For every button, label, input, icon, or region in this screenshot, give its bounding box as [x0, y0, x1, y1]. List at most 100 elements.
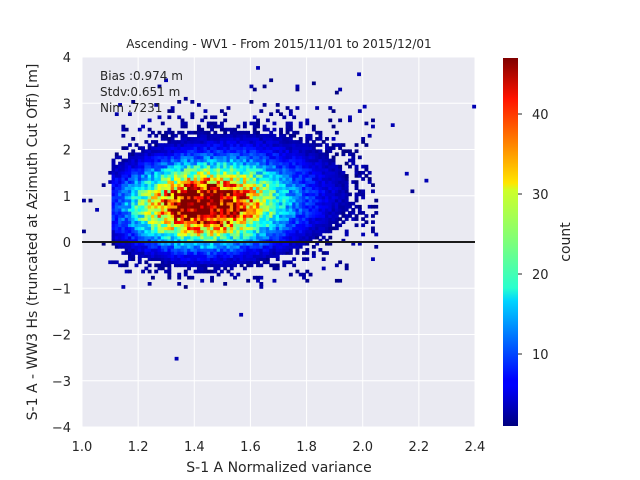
heatmap-cell: [331, 189, 336, 194]
heatmap-cell: [160, 232, 165, 237]
heatmap-cell: [160, 204, 165, 209]
heatmap-cell: [157, 198, 162, 203]
heatmap-cell: [154, 232, 159, 237]
heatmap-cell: [203, 183, 208, 187]
heatmap-cell: [180, 204, 185, 209]
heatmap-cell: [242, 266, 247, 271]
heatmap-cell: [367, 177, 372, 181]
heatmap-cell: [187, 217, 191, 221]
heatmap-cell: [256, 124, 260, 129]
heatmap-cell: [127, 164, 132, 169]
heatmap-cell: [236, 124, 241, 129]
heatmap-cell: [111, 164, 116, 169]
heatmap-cell: [206, 174, 211, 178]
heatmap-cell: [249, 121, 254, 126]
heatmap-cell: [177, 189, 182, 194]
heatmap-cell: [147, 174, 152, 178]
heatmap-cell: [288, 167, 293, 172]
heatmap-cell: [311, 211, 316, 215]
heatmap-cell: [311, 235, 316, 240]
heatmap-cell: [206, 248, 211, 252]
heatmap-cell: [328, 192, 333, 197]
heatmap-cell: [311, 195, 316, 200]
heatmap-cell: [364, 214, 369, 218]
heatmap-cell: [219, 143, 224, 147]
heatmap-cell: [210, 226, 214, 231]
heatmap-cell: [223, 133, 228, 138]
heatmap-cell: [111, 170, 116, 175]
heatmap-cell: [325, 195, 329, 200]
heatmap-cell: [137, 248, 142, 252]
heatmap-cell: [196, 254, 201, 258]
heatmap-cell: [141, 232, 146, 237]
heatmap-cell: [246, 192, 251, 197]
heatmap-cell: [305, 158, 310, 163]
heatmap-cell: [167, 235, 172, 240]
heatmap-cell: [256, 133, 260, 138]
heatmap-cell: [229, 149, 234, 154]
heatmap-cell: [233, 275, 237, 280]
heatmap-cell: [282, 198, 287, 203]
heatmap-cell: [298, 272, 303, 277]
heatmap-cell: [170, 223, 175, 228]
heatmap-cell: [272, 211, 277, 215]
heatmap-cell: [325, 155, 329, 160]
heatmap-cell: [328, 214, 333, 218]
heatmap-cell: [315, 106, 320, 110]
heatmap-cell: [272, 180, 277, 184]
heatmap-cell: [131, 211, 136, 215]
heatmap-cell: [203, 214, 208, 218]
heatmap-cell: [164, 207, 168, 212]
heatmap-cell: [127, 174, 132, 178]
heatmap-cell: [216, 167, 221, 172]
heatmap-cell: [311, 174, 316, 178]
heatmap-cell: [344, 263, 349, 268]
heatmap-cell: [288, 260, 293, 265]
heatmap-cell: [137, 170, 142, 175]
heatmap-cell: [252, 251, 257, 255]
heatmap-cell: [101, 241, 106, 246]
heatmap-cell: [137, 244, 142, 249]
heatmap-cell: [203, 189, 208, 194]
heatmap-cell: [256, 137, 260, 141]
heatmap-cell: [302, 164, 306, 169]
heatmap-cell: [121, 251, 126, 255]
heatmap-cell: [298, 241, 303, 246]
heatmap-cell: [259, 251, 264, 255]
heatmap-cell: [124, 260, 129, 265]
heatmap-cell: [157, 152, 162, 157]
heatmap-cell: [173, 174, 178, 178]
heatmap-cell: [298, 207, 303, 212]
heatmap-cell: [282, 143, 287, 147]
heatmap-cell: [242, 133, 247, 138]
heatmap-cell: [180, 149, 185, 154]
heatmap-cell: [164, 130, 168, 135]
heatmap-cell: [239, 254, 244, 258]
heatmap-cell: [154, 146, 159, 150]
heatmap-cell: [203, 133, 208, 138]
heatmap-cell: [318, 229, 323, 234]
heatmap-cell: [311, 155, 316, 160]
heatmap-cell: [150, 198, 155, 203]
heatmap-cell: [141, 211, 146, 215]
heatmap-cell: [256, 241, 260, 246]
heatmap-cell: [177, 241, 182, 246]
heatmap-cell: [210, 183, 214, 187]
heatmap-cell: [354, 180, 359, 184]
heatmap-cell: [229, 195, 234, 200]
heatmap-cell: [233, 198, 237, 203]
heatmap-cell: [150, 232, 155, 237]
heatmap-cell: [144, 266, 149, 271]
heatmap-cell: [308, 217, 313, 221]
heatmap-cell: [134, 223, 139, 228]
heatmap-cell: [236, 146, 241, 150]
heatmap-cell: [134, 263, 139, 268]
heatmap-cell: [170, 170, 175, 175]
heatmap-cell: [256, 260, 260, 265]
heatmap-cell: [131, 201, 136, 206]
heatmap-cell: [223, 260, 228, 265]
heatmap-cell: [200, 155, 205, 160]
heatmap-cell: [334, 211, 339, 215]
heatmap-cell: [259, 204, 264, 209]
heatmap-cell: [275, 211, 280, 215]
